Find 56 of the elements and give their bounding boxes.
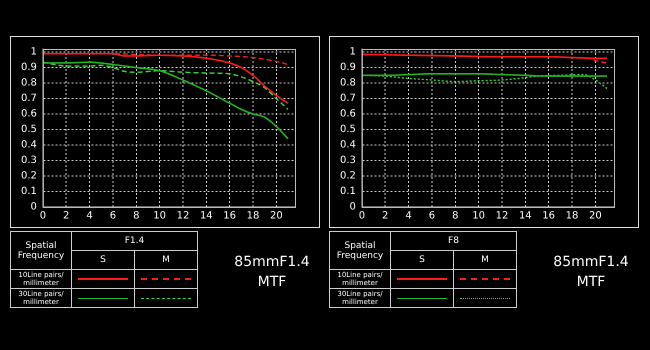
x-tick-label: 14 [200, 210, 213, 222]
legend-title: F8 [390, 232, 516, 250]
y-tick-label: 0.5 [340, 124, 356, 136]
x-tick-label: 2 [63, 210, 70, 222]
y-tick-label: 1 [350, 46, 356, 58]
x-tick-label: 10 [153, 210, 166, 222]
y-tick-label: 0.7 [340, 93, 356, 104]
x-tick-label: 16 [542, 210, 556, 222]
x-tick-label: 0 [40, 210, 46, 222]
y-tick-label: 0.1 [340, 186, 356, 198]
x-tick-label: 6 [428, 210, 436, 222]
y-tick-label: 0.6 [340, 108, 356, 120]
y-tick-label: 0.1 [20, 186, 37, 198]
x-tick-label: 14 [518, 210, 532, 222]
x-tick-label: 4 [405, 210, 412, 222]
text: M [134, 250, 198, 270]
y-tick-label: 0.3 [20, 155, 37, 166]
y-tick-label: 0.8 [340, 78, 356, 89]
x-tick-label: 8 [133, 210, 140, 222]
x-tick-label: 12 [496, 210, 508, 222]
text: 85mmF1.4 MTF [233, 253, 311, 292]
y-tick-label: 0.6 [20, 108, 37, 120]
x-tick-label: 0 [358, 210, 366, 222]
text: 85mmF1.4 MTF [552, 253, 630, 292]
line-series [42, 61, 289, 140]
y-tick-label: 0.4 [20, 140, 37, 151]
x-tick-label: 4 [86, 210, 93, 222]
line-series [42, 61, 289, 110]
x-tick-label: 18 [246, 210, 260, 222]
y-tick-label: 0 [350, 202, 356, 213]
x-tick-label: 20 [588, 210, 602, 222]
text: S [390, 250, 454, 270]
y-tick-label: 0.8 [20, 78, 37, 89]
y-tick-label: 1 [30, 46, 37, 58]
x-tick-label: 6 [110, 210, 116, 222]
y-tick-label: 0.4 [340, 140, 356, 151]
x-tick-label: 2 [382, 210, 388, 222]
text: S [72, 250, 134, 270]
y-tick-label: 0.9 [340, 62, 356, 74]
y-tick-label: 0.2 [340, 170, 356, 182]
legend-title: F1.4 [72, 232, 198, 250]
x-tick-label: 12 [176, 210, 190, 222]
x-tick-label: 16 [223, 210, 236, 222]
y-tick-label: 0 [30, 202, 37, 213]
x-tick-label: 8 [452, 210, 458, 222]
y-tick-label: 0.9 [20, 62, 37, 74]
text: Spatial Frequency [10, 232, 72, 270]
x-tick-label: 20 [270, 210, 283, 222]
x-tick-label: 18 [566, 210, 578, 222]
y-tick-label: 0.7 [20, 93, 37, 104]
y-tick-label: 0.3 [340, 155, 356, 166]
text: M [454, 250, 516, 270]
y-tick-label: 0.2 [20, 170, 37, 182]
y-tick-label: 0.5 [20, 124, 37, 136]
text: Spatial Frequency [330, 232, 390, 270]
x-tick-label: 10 [472, 210, 485, 222]
